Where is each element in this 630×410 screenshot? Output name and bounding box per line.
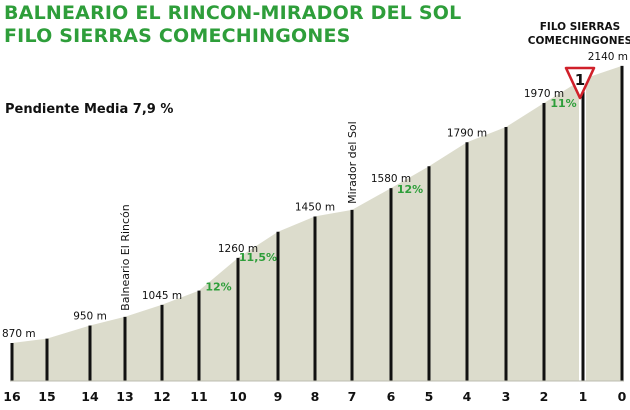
km-tick-label: 0 [618,389,627,404]
km-tick-label: 9 [274,389,283,404]
summit-name-line-1: FILO SIERRAS [540,21,620,33]
km-tick-label: 6 [387,389,396,404]
km-tick-label: 12 [153,389,170,404]
km-tick-label: 14 [81,389,99,404]
altitude-label: 2140 m [588,51,628,63]
gradient-label: 12% [205,280,231,293]
km-tick-label: 10 [229,389,247,404]
gradient-label: 11% [550,97,576,110]
altitude-label: 1045 m [142,290,182,302]
km-tick-label: 15 [38,389,55,404]
km-tick-label: 4 [463,389,472,404]
altitude-label: 950 m [73,311,107,323]
km-tick-label: 2 [540,389,549,404]
profile-area [12,65,622,382]
red-triangle-icon [564,66,596,100]
altitude-label: 1970 m [524,88,564,100]
summit-name-line-2: COMECHINGONES [528,35,630,47]
km-tick-label: 11 [190,389,207,404]
km-tick-label: 3 [502,389,511,404]
place-label: Balneario El Rincón [119,204,132,311]
place-label: Mirador del Sol [346,121,359,204]
gradient-label: 12% [397,183,423,196]
altitude-label: 1790 m [447,127,487,139]
chart-title-line-2: FILO SIERRAS COMECHINGONES [4,25,351,47]
chart-title-line-1: BALNEARIO EL RINCON-MIRADOR DEL SOL [4,2,462,24]
km-tick-label: 1 [579,389,588,404]
altitude-label: 1580 m [371,173,411,185]
km-tick-label: 8 [311,389,320,404]
altitude-label: 870 m [2,328,36,340]
km-tick-label: 13 [116,389,133,404]
gradient-label: 11,5% [239,251,277,264]
altitude-label: 1450 m [295,201,335,213]
altitude-label: 1260 m [218,243,258,255]
average-gradient-label: Pendiente Media 7,9 % [5,102,173,117]
km-tick-label: 7 [348,389,357,404]
km-tick-label: 16 [3,389,21,404]
summit-marker-label: 1 [575,71,585,89]
km-tick-label: 5 [425,389,434,404]
